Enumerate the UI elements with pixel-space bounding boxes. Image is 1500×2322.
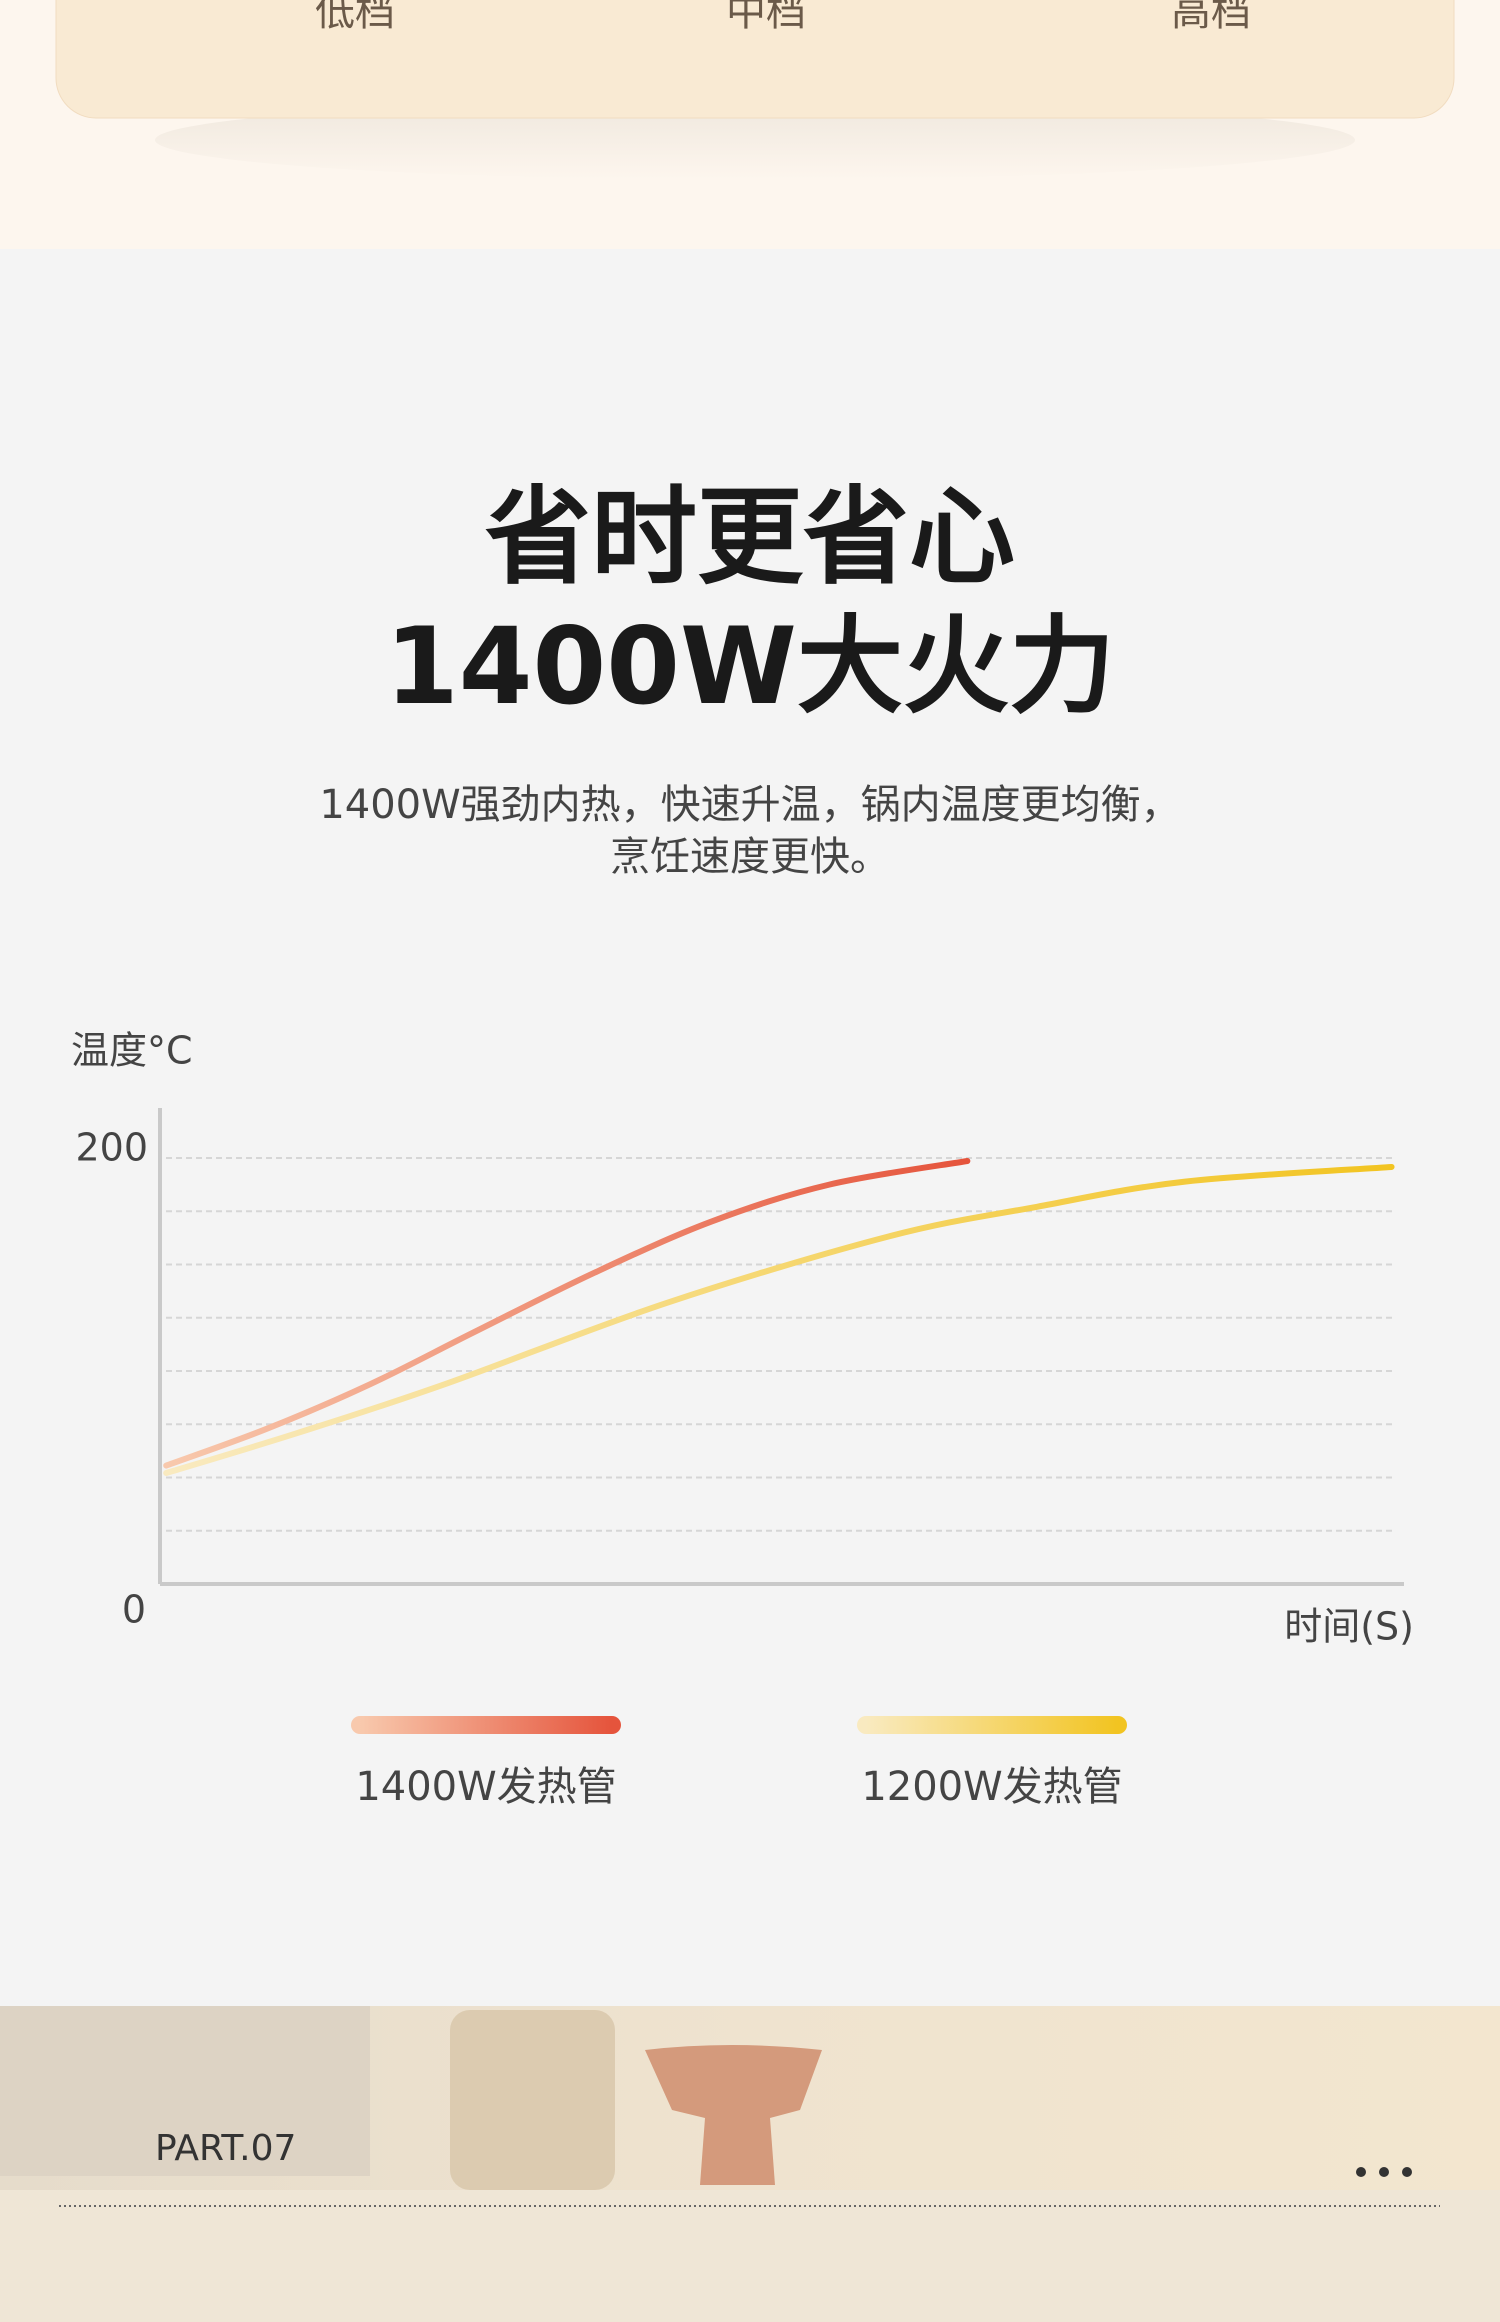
mode-label: 高档 <box>1171 0 1251 35</box>
series-line <box>163 1157 971 1469</box>
description: 烹饪速度更快。 <box>610 834 890 880</box>
photo-table <box>0 2190 1500 2322</box>
legend-label: 1400W发热管 <box>355 1764 616 1810</box>
series-line <box>163 1163 1395 1477</box>
more-dots <box>1356 2167 1412 2177</box>
mode-card <box>55 0 1455 119</box>
y-tick-label: 200 <box>75 1126 148 1170</box>
x-axis-label: 时间(S) <box>1284 1605 1414 1649</box>
y-tick-label: 0 <box>122 1588 146 1632</box>
mode-label: 低档 <box>315 0 395 35</box>
mode-label: 中档 <box>726 0 806 35</box>
y-axis-label: 温度°C <box>71 1029 193 1073</box>
headline: 省时更省心 <box>485 476 1015 599</box>
photo-bowl <box>645 2045 822 2185</box>
headline: 1400W大火力 <box>385 605 1115 728</box>
part-label: PART.07 <box>155 2128 296 2169</box>
chart: 0 200 温度°C 时间(S) 1400W发热管 1200W发热管 <box>71 1029 1414 1811</box>
photo-box <box>0 2006 370 2176</box>
chart-section <box>0 249 1500 2006</box>
description: 1400W强劲内热，快速升温，锅内温度更均衡， <box>319 782 1180 828</box>
card-shadow <box>155 100 1355 180</box>
photo-vase <box>450 2010 615 2190</box>
legend-label: 1200W发热管 <box>861 1764 1122 1810</box>
